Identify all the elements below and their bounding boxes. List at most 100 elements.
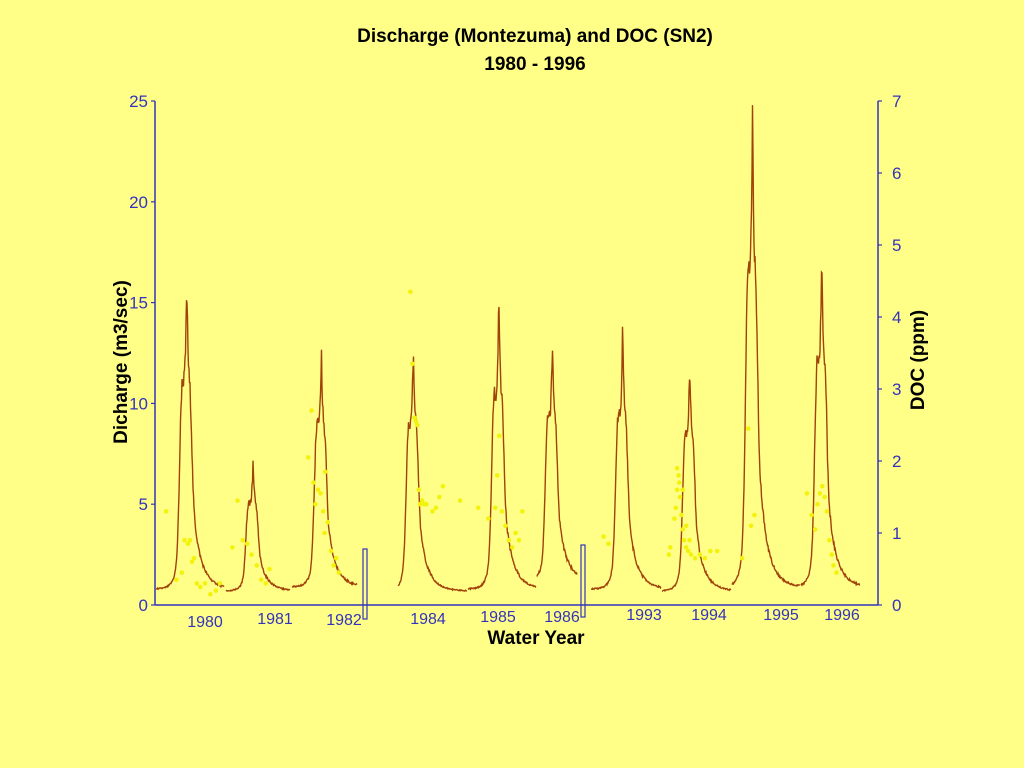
doc-point xyxy=(674,487,680,493)
doc-point xyxy=(687,537,692,543)
doc-point xyxy=(494,473,500,478)
doc-point xyxy=(322,530,327,536)
doc-point xyxy=(812,527,818,532)
doc-point xyxy=(702,555,708,561)
doc-point xyxy=(191,555,197,561)
doc-point xyxy=(208,591,213,597)
x-year-label: 1981 xyxy=(257,611,293,628)
doc-point xyxy=(437,494,442,500)
doc-point xyxy=(305,455,311,460)
discharge-line-1986 xyxy=(536,350,578,577)
left-y-tick-label: 0 xyxy=(139,596,148,615)
doc-point xyxy=(486,516,491,521)
doc-point xyxy=(817,491,823,496)
x-axis-label: Water Year xyxy=(487,628,585,649)
doc-point xyxy=(163,509,169,514)
x-year-label: 1984 xyxy=(410,611,446,628)
doc-point xyxy=(714,548,720,554)
x-year-label: 1996 xyxy=(824,607,860,624)
doc-point xyxy=(509,545,515,550)
doc-point xyxy=(197,584,203,590)
doc-point xyxy=(244,541,250,547)
doc-point xyxy=(829,552,834,557)
doc-point xyxy=(666,552,672,557)
doc-point xyxy=(680,487,685,493)
right-y-tick-label: 4 xyxy=(892,308,901,327)
x-year-label: 1994 xyxy=(691,607,727,624)
doc-point xyxy=(413,419,419,424)
doc-point xyxy=(309,408,314,413)
doc-point xyxy=(674,465,680,471)
discharge-line-1985 xyxy=(467,306,537,591)
right-y-tick-label: 5 xyxy=(892,236,901,255)
doc-point xyxy=(746,426,751,431)
left-y-tick-label: 5 xyxy=(139,495,148,514)
doc-point xyxy=(752,512,757,518)
doc-point xyxy=(819,483,825,489)
doc-point xyxy=(827,537,832,543)
doc-point xyxy=(824,509,830,514)
x-year-label: 1985 xyxy=(480,609,516,626)
doc-point xyxy=(189,559,195,565)
left-y-tick-label: 15 xyxy=(129,294,148,313)
right-y-tick-label: 6 xyxy=(892,164,901,183)
doc-point xyxy=(831,563,836,568)
doc-point xyxy=(679,512,684,518)
doc-point xyxy=(492,505,498,511)
doc-point xyxy=(748,523,754,529)
doc-point xyxy=(601,534,606,539)
doc-point xyxy=(681,537,687,543)
doc-point xyxy=(187,537,193,543)
doc-point xyxy=(258,577,264,583)
x-year-label: 1995 xyxy=(763,607,799,624)
discharge-line-1993 xyxy=(590,326,662,591)
left-y-axis-label: Dicharge (m3/sec) xyxy=(111,280,132,444)
right-y-tick-label: 1 xyxy=(892,524,901,543)
discharge-line-1995 xyxy=(731,105,801,587)
doc-point xyxy=(333,555,339,561)
axis-break-marker xyxy=(362,548,368,620)
doc-point xyxy=(213,588,219,593)
doc-point xyxy=(336,570,342,575)
doc-point xyxy=(804,491,810,496)
doc-point xyxy=(412,415,417,421)
doc-point xyxy=(320,509,326,514)
doc-point xyxy=(318,491,323,496)
left-y-tick-label: 10 xyxy=(129,394,148,413)
doc-point xyxy=(185,541,191,547)
doc-point xyxy=(809,512,814,518)
doc-point xyxy=(475,505,481,511)
x-year-label: 1982 xyxy=(326,612,362,629)
doc-point xyxy=(410,361,415,367)
doc-point xyxy=(423,501,429,507)
doc-point xyxy=(267,566,272,572)
doc-point xyxy=(683,523,689,529)
doc-point xyxy=(739,555,745,561)
doc-point xyxy=(688,552,694,557)
doc-point xyxy=(683,545,689,550)
axis-break-marker xyxy=(580,544,586,618)
doc-point xyxy=(516,537,522,543)
chart-subtitle: 1980 - 1996 xyxy=(484,54,586,75)
discharge-line-1982 xyxy=(291,349,358,589)
doc-point xyxy=(433,505,439,511)
doc-point xyxy=(708,548,713,554)
discharge-line-1996 xyxy=(800,270,861,587)
doc-point xyxy=(440,483,446,489)
doc-point xyxy=(496,433,502,439)
doc-point xyxy=(506,537,512,543)
doc-point xyxy=(202,581,208,586)
doc-point xyxy=(194,581,200,586)
discharge-line-1994 xyxy=(661,379,732,593)
doc-point xyxy=(182,537,187,543)
doc-point xyxy=(697,552,703,557)
x-year-label: 1980 xyxy=(187,614,223,631)
doc-point xyxy=(328,548,334,554)
right-y-tick-label: 7 xyxy=(892,92,901,111)
doc-point xyxy=(503,523,508,529)
doc-point xyxy=(331,563,336,568)
doc-point xyxy=(676,480,682,485)
doc-point xyxy=(692,555,698,561)
doc-point xyxy=(667,545,673,550)
